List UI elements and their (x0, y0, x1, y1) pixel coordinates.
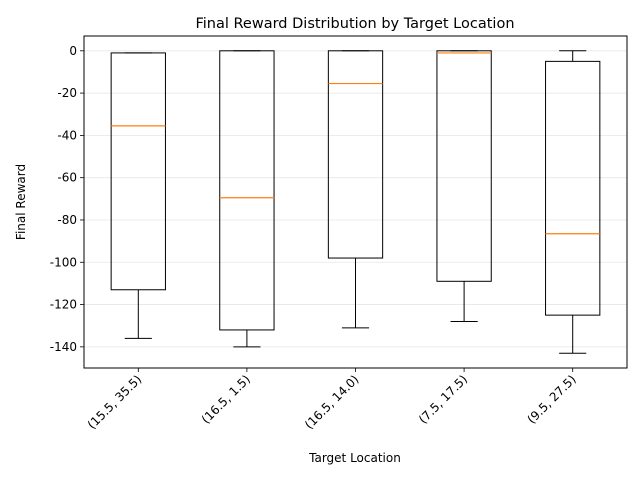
x-tick-label: (16.5, 1.5) (199, 372, 253, 426)
y-tick-label: -80 (57, 213, 77, 227)
box-plots (110, 50, 601, 354)
box-plot-1 (110, 52, 166, 339)
y-tick-label: 0 (69, 44, 77, 58)
iqr-box (219, 50, 275, 331)
y-axis-label: Final Reward (14, 164, 28, 240)
box-plot-4 (436, 50, 492, 322)
x-tick-label: (9.5, 27.5) (525, 372, 579, 426)
iqr-box (545, 60, 601, 316)
chart-title: Final Reward Distribution by Target Loca… (195, 16, 514, 32)
box-plot-2 (219, 50, 275, 348)
iqr-box (327, 50, 384, 259)
y-tick-label: -60 (57, 171, 77, 185)
x-tick-label: (16.5, 14.0) (302, 372, 362, 432)
y-tick-label: -20 (57, 86, 77, 100)
box-plot-3 (327, 50, 384, 329)
y-tick-label: -140 (50, 340, 77, 354)
y-tick-label: -40 (57, 128, 77, 142)
y-axis-ticks: 0 -20 -40 -60 -80 -100 -120 -140 (50, 44, 84, 354)
iqr-box (436, 50, 492, 282)
x-axis-ticks: (15.5, 35.5) (16.5, 1.5) (16.5, 14.0) (7.5,… (85, 368, 579, 432)
x-tick-label: (7.5, 17.5) (416, 372, 470, 426)
iqr-box (110, 52, 166, 291)
y-tick-label: -120 (50, 298, 77, 312)
box-plot-5 (545, 50, 601, 354)
x-tick-label: (15.5, 35.5) (85, 372, 145, 432)
y-tick-label: -100 (50, 255, 77, 269)
x-axis-label: Target Location (308, 451, 401, 465)
